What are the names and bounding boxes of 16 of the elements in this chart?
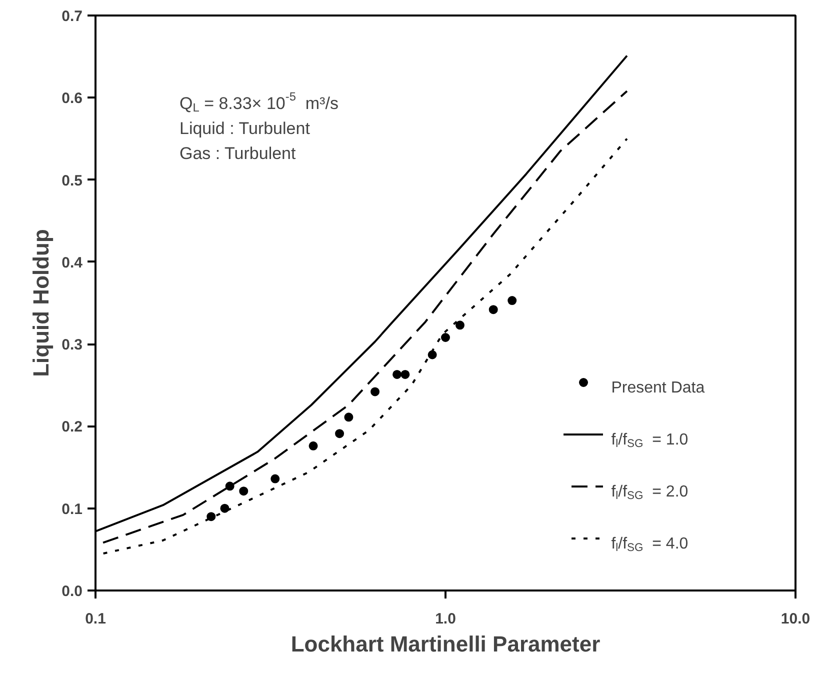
y-tick-label: 0.6 — [62, 90, 83, 108]
x-tick-label: 1.0 — [435, 610, 456, 628]
x-tick-label: 0.1 — [85, 610, 106, 628]
y-tick-label: 0.5 — [62, 172, 83, 190]
legend-label: Present Data — [611, 380, 705, 397]
y-tick-label: 0.4 — [62, 254, 84, 272]
y-tick-label: 0.2 — [62, 418, 83, 436]
x-tick-label: 10.0 — [780, 610, 810, 628]
x-axis-title: Lockhart Martinelli Parameter — [290, 632, 601, 656]
y-tick-label: 0.3 — [62, 336, 83, 354]
y-axis-title: Liquid Holdup — [28, 229, 54, 377]
annotation: Liquid : Turbulent — [180, 118, 310, 138]
y-tick-label: 0.0 — [62, 583, 83, 600]
y-tick-label: 0.7 — [62, 8, 83, 25]
y-tick-label: 0.1 — [62, 500, 83, 518]
annotation: Gas : Turbulent — [180, 144, 296, 163]
